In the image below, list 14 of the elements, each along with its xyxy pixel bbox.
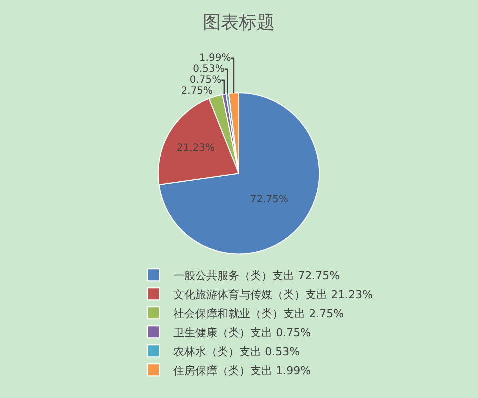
- data-label: 0.75%: [190, 74, 222, 86]
- data-label: 72.75%: [250, 194, 289, 206]
- legend-label: 住房保障（类）支出 1.99%: [174, 364, 312, 378]
- data-label: 21.23%: [176, 143, 215, 154]
- legend-label: 一般公共服务（类）支出 72.75%: [174, 269, 340, 282]
- data-label: 1.99%: [199, 52, 232, 64]
- data-label: 0.53%: [193, 64, 225, 75]
- pie-slice: [158, 92, 320, 255]
- legend-label: 卫生健康（类）支出 0.75%: [174, 326, 312, 340]
- legend-label: 社会保障和就业（类）支出 2.75%: [174, 307, 344, 320]
- legend-label: 农林水（类）支出 0.53%: [174, 345, 300, 358]
- data-label: 2.75%: [181, 86, 214, 97]
- legend-label: 文化旅游体育与传媒（类）支出 21.23%: [174, 288, 374, 302]
- chart-title: 图表标题: [203, 12, 275, 34]
